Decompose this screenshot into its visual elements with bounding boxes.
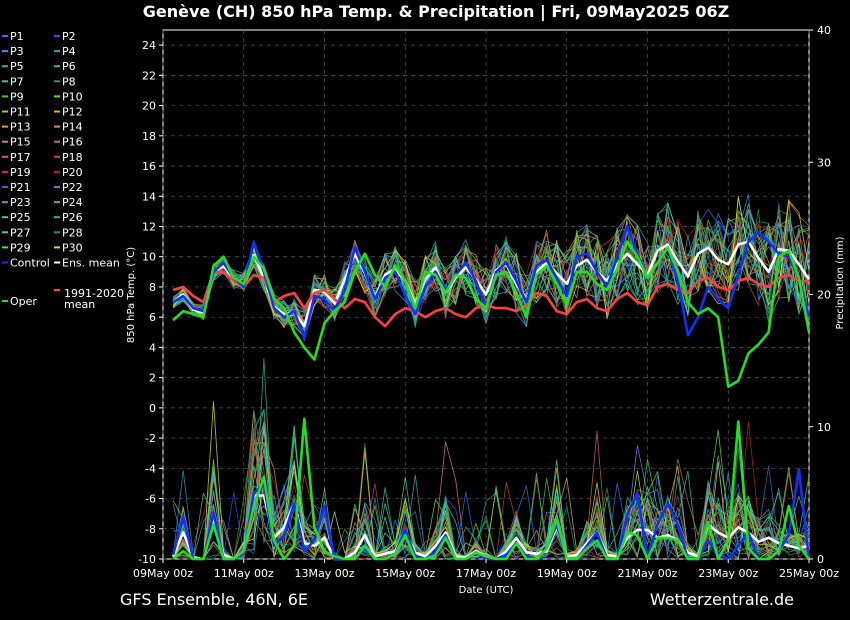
precip-line-oper [172, 417, 811, 561]
y-tick-label: -4 [145, 462, 156, 475]
x-tick-label: 09May 00z [133, 567, 193, 580]
legend-label: P21 [10, 181, 31, 194]
y2-ticks: 0 10 20 30 40 [809, 24, 831, 566]
y-tick-label: 0 [149, 402, 156, 415]
y2-tick-label: 20 [817, 289, 831, 302]
legend-label: P24 [62, 196, 83, 209]
y-tick-label: 16 [142, 160, 156, 173]
y-tick-label: 22 [142, 69, 156, 82]
legend-label: P23 [10, 196, 31, 209]
temp-line-ens-mean [172, 240, 811, 328]
y-tick-label: 6 [149, 311, 156, 324]
legend-label: P7 [10, 75, 24, 88]
legend-label: 1991-2020 mean [64, 287, 124, 311]
x-tick-label: 11May 00z [214, 567, 274, 580]
legend: P1 P2 P3 P4 P5 P6 P7 P8 P9 P10 P11 P12 P13 P14 P15 P16 P… [2, 30, 124, 311]
x-tick-label: 13May 00z [294, 567, 354, 580]
legend-label: P5 [10, 60, 24, 73]
legend-label: P14 [62, 121, 83, 134]
y-tick-label: 14 [142, 190, 156, 203]
legend-label: P19 [10, 166, 31, 179]
footer-source: Wetterzentrale.de [650, 590, 794, 609]
legend-label: P26 [62, 211, 83, 224]
x-tick-label: 21May 00z [617, 567, 677, 580]
legend-label: P6 [62, 60, 76, 73]
ensemble-temp-line [172, 197, 810, 341]
legend-label: Ens. mean [62, 257, 120, 270]
legend-label: P1 [10, 30, 24, 43]
y2-tick-label: 0 [817, 553, 824, 566]
highlight-lines [171, 225, 811, 561]
legend-label: P20 [62, 166, 83, 179]
legend-label: P22 [62, 181, 83, 194]
legend-label: P11 [10, 106, 31, 119]
y-tick-label: 10 [142, 251, 156, 264]
legend-label: P13 [10, 121, 31, 134]
legend-label: P4 [62, 45, 76, 58]
legend-label: P18 [62, 151, 83, 164]
temp-line-oper [172, 240, 811, 389]
legend-label: P17 [10, 151, 31, 164]
legend-label: P30 [62, 241, 83, 254]
y-tick-label: 12 [142, 220, 156, 233]
legend-label: P25 [10, 211, 31, 224]
y-tick-label: 24 [142, 39, 156, 52]
y-tick-label: -6 [145, 493, 156, 506]
legend-label: P10 [62, 90, 83, 103]
x-tick-label: 19May 00z [537, 567, 597, 580]
y-axis-label: 850 hPa Temp. (°C) [126, 247, 137, 343]
legend-label: P28 [62, 226, 83, 239]
x-tick-label: 15May 00z [375, 567, 435, 580]
legend-label-line: 1991-2020 [64, 287, 124, 300]
x-ticks: 09May 00z 11May 00z 13May 00z 15May 00z 17Ma… [133, 559, 839, 580]
legend-label: P9 [10, 90, 24, 103]
footer-model: GFS Ensemble, 46N, 6E [120, 590, 308, 609]
y2-axis-label: Precipitation (mm) [835, 236, 846, 329]
y2-tick-label: 40 [817, 24, 831, 37]
y-tick-label: -8 [145, 523, 156, 536]
x-tick-label: 23May 00z [698, 567, 758, 580]
legend-label: Control [10, 257, 50, 270]
legend-label: P16 [62, 136, 83, 149]
x-tick-label: 17May 00z [456, 567, 516, 580]
legend-label: Oper [10, 295, 37, 308]
legend-label: P12 [62, 106, 83, 119]
x-axis-label: Date (UTC) [459, 585, 514, 596]
x-tick-label: 25May 00z [779, 567, 839, 580]
temp-line-1991-2020-mean [172, 270, 809, 328]
y-tick-label: -10 [138, 553, 156, 566]
legend-label-line: mean [64, 298, 95, 311]
legend-label: P3 [10, 45, 24, 58]
ensemble-temp-line [172, 214, 810, 329]
ensemble-precip-line [172, 401, 810, 560]
legend-label: P2 [62, 30, 76, 43]
legend-label: P8 [62, 75, 76, 88]
legend-label: P29 [10, 241, 31, 254]
y-tick-label: 8 [149, 281, 156, 294]
y-tick-label: 18 [142, 130, 156, 143]
legend-label: P15 [10, 136, 31, 149]
legend-label: P27 [10, 226, 31, 239]
chart-title: Genève (CH) 850 hPa Temp. & Precipitatio… [143, 2, 730, 22]
y-tick-label: 2 [149, 372, 156, 385]
y2-tick-label: 30 [817, 156, 831, 169]
y-tick-label: 4 [149, 341, 156, 354]
y-tick-label: -2 [145, 432, 156, 445]
y-tick-label: 20 [142, 100, 156, 113]
y2-tick-label: 10 [817, 421, 831, 434]
